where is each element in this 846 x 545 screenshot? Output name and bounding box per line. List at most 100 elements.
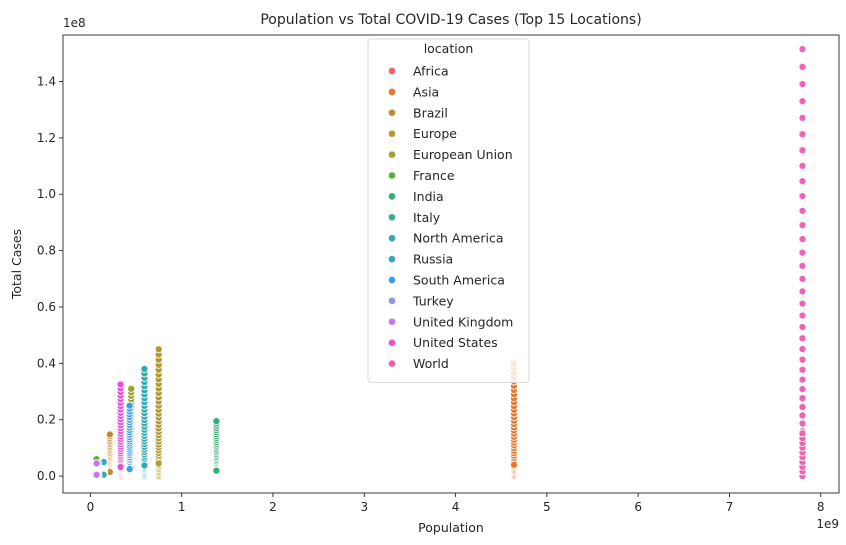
- data-point: [798, 146, 807, 155]
- series-world: [798, 45, 807, 481]
- legend-entry: Europe: [413, 126, 457, 141]
- legend-marker: [387, 296, 397, 306]
- data-point: [798, 375, 807, 384]
- legend-entry: South America: [413, 273, 505, 288]
- legend-entry: Russia: [413, 252, 453, 267]
- data-point: [798, 394, 807, 403]
- data-point: [798, 221, 807, 230]
- data-point: [798, 355, 807, 364]
- legend-entry: World: [413, 356, 449, 371]
- data-point: [798, 287, 807, 296]
- legend-entry: Brazil: [413, 105, 448, 120]
- data-point: [154, 345, 163, 354]
- data-point: [154, 459, 163, 468]
- legend-marker: [387, 108, 397, 118]
- data-point: [798, 365, 807, 374]
- data-point: [798, 62, 807, 71]
- x-tick-label: 6: [634, 500, 642, 514]
- legend-marker: [387, 275, 397, 285]
- data-point: [798, 161, 807, 170]
- y-tick-label: 0.6: [37, 300, 56, 314]
- y-tick-label: 0.0: [37, 469, 56, 483]
- data-point: [798, 299, 807, 308]
- data-point: [116, 462, 125, 471]
- x-tick-label: 4: [452, 500, 460, 514]
- data-point: [798, 80, 807, 89]
- series-south-america: [125, 401, 134, 481]
- data-point: [509, 460, 519, 469]
- data-point: [127, 384, 136, 393]
- data-point: [212, 417, 221, 426]
- data-point: [798, 97, 807, 106]
- legend-marker: [387, 233, 397, 243]
- legend-marker: [387, 317, 397, 327]
- legend-entry: Italy: [413, 210, 441, 225]
- legend-frame: [367, 38, 530, 383]
- legend-entry: Turkey: [412, 293, 454, 308]
- data-point: [798, 322, 807, 332]
- data-point: [212, 466, 221, 475]
- legend-title: location: [424, 41, 474, 56]
- legend-marker: [387, 66, 397, 76]
- x-tick-label: 0: [87, 500, 95, 514]
- data-point: [798, 429, 807, 438]
- series-united-kingdom: [92, 459, 101, 481]
- x-tick-label: 5: [543, 500, 551, 514]
- data-point: [798, 274, 807, 283]
- legend-entry: Africa: [413, 64, 449, 79]
- data-point: [798, 261, 807, 270]
- legend-marker: [387, 359, 397, 368]
- legend-entry: United States: [413, 335, 498, 350]
- y-tick-label: 1.2: [37, 131, 56, 145]
- data-point: [125, 401, 134, 410]
- legend-entry: France: [413, 168, 455, 183]
- y-tick-label: 0.2: [37, 413, 56, 427]
- legend-marker: [387, 254, 397, 264]
- y-axis-label: Total Cases: [9, 229, 24, 300]
- data-point: [140, 461, 149, 470]
- x-tick-label: 2: [269, 500, 277, 514]
- y-tick-label: 1.4: [37, 75, 56, 89]
- legend-marker: [387, 129, 397, 138]
- x-tick-label: 3: [360, 500, 368, 514]
- data-point: [798, 206, 807, 215]
- legend-entry: European Union: [413, 147, 513, 162]
- y-tick-label: 0.4: [37, 356, 56, 370]
- y-tick-label: 0.8: [37, 244, 56, 258]
- data-point: [798, 130, 807, 139]
- data-point: [798, 402, 807, 412]
- series-india: [212, 417, 221, 481]
- data-point: [125, 464, 134, 474]
- series-brazil: [105, 430, 114, 481]
- x-tick-label: 8: [817, 500, 825, 514]
- series-north-america: [140, 364, 149, 481]
- x-axis-label: Population: [418, 520, 484, 535]
- plot-frame: [62, 34, 840, 494]
- y-axis-offset-label: 1e8: [63, 16, 86, 30]
- data-point: [798, 113, 807, 122]
- x-axis-offset-label: 1e9: [816, 517, 839, 531]
- x-tick-label: 7: [726, 500, 734, 514]
- data-point: [798, 45, 807, 54]
- data-point: [798, 411, 807, 420]
- chart-title: Population vs Total COVID-19 Cases (Top …: [260, 12, 641, 28]
- data-point: [798, 419, 807, 428]
- data-point: [798, 334, 807, 343]
- legend-entry: Asia: [413, 84, 439, 99]
- data-point: [798, 234, 807, 244]
- data-point: [798, 248, 807, 257]
- data-point: [105, 430, 114, 439]
- y-tick-label: 1.0: [37, 187, 56, 201]
- legend-marker: [387, 192, 397, 201]
- legend-entry: India: [413, 189, 444, 204]
- legend-marker: [387, 338, 397, 347]
- series-united-states: [116, 380, 125, 481]
- legend-marker: [387, 213, 397, 222]
- legend-marker: [387, 150, 397, 159]
- legend-entry: North America: [413, 231, 504, 246]
- series-europe: [154, 345, 163, 481]
- legend: location Africa Asia Brazil Europe European U…: [367, 38, 530, 383]
- data-point: [798, 345, 807, 354]
- data-point: [798, 385, 807, 394]
